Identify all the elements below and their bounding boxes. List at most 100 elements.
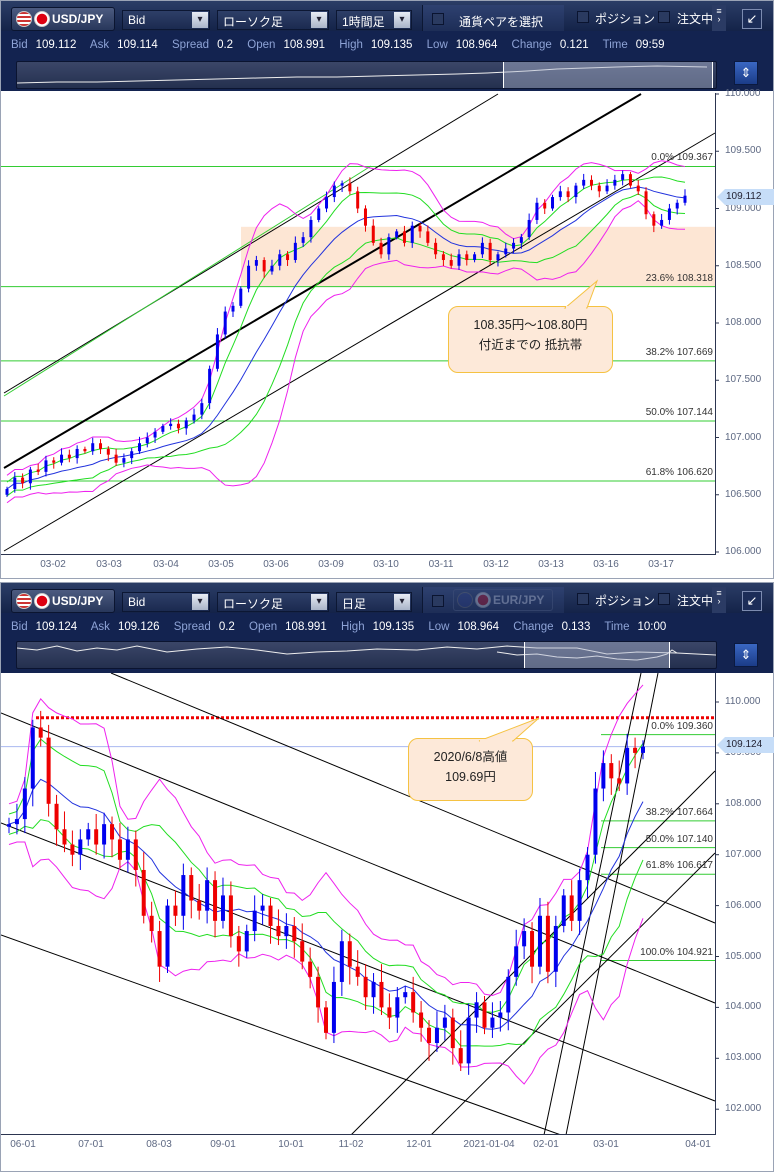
- date-tick-label: 2021-01-04: [463, 1139, 515, 1150]
- candlestick: [387, 233, 391, 260]
- date-tick-label: 08-03: [146, 1139, 172, 1150]
- chart-type-select[interactable]: ローソク足 ▾: [217, 592, 329, 612]
- timeframe-select[interactable]: 日足 ▾: [336, 592, 412, 612]
- candle-body: [228, 895, 233, 937]
- channel-line: [3, 165, 372, 397]
- candlestick: [44, 455, 48, 477]
- candle-body: [28, 469, 32, 484]
- candlestick: [403, 985, 408, 1004]
- candle-body: [223, 311, 227, 335]
- lock-scale-icon[interactable]: ⇕: [734, 61, 758, 85]
- compare-checkbox[interactable]: [432, 595, 444, 607]
- chevron-down-icon: ▾: [192, 12, 208, 28]
- candlestick: [149, 901, 154, 943]
- fib-pct: 50.0%: [645, 833, 677, 845]
- candle-body: [173, 905, 178, 916]
- position-checkbox[interactable]: [577, 11, 589, 23]
- jp-flag-icon: [34, 593, 50, 609]
- candlestick: [293, 236, 297, 263]
- date-tick-label: 10-01: [278, 1139, 304, 1150]
- candle-body: [514, 946, 519, 977]
- currency-pair-button[interactable]: USD/JPY: [11, 589, 115, 613]
- lower-band-1sigma: [8, 819, 644, 1047]
- chevron-down-icon: ▾: [394, 594, 410, 610]
- candlestick: [442, 1004, 447, 1041]
- menu-icon[interactable]: ≡ ›: [712, 5, 726, 31]
- candle-body: [22, 788, 27, 820]
- quote-bar: Bid 109.124 Ask 109.126 Spread 0.2 Open 108.…: [1, 613, 773, 673]
- currency-pair-button[interactable]: USD/JPY: [11, 7, 115, 31]
- change-value: 0.133: [561, 621, 591, 633]
- timeframe-select[interactable]: 1時間足 ▾: [336, 10, 412, 30]
- upper-band-2sigma: [6, 160, 686, 476]
- hourly-chart-panel: USD/JPY Bid ▾ ローソク足 ▾ 1時間足 ▾ 通貨ペアを選択 ポジション …: [0, 0, 774, 579]
- pair-select-label[interactable]: 通貨ペアを選択: [459, 15, 544, 29]
- candle-body: [585, 854, 590, 881]
- quote-bar: Bid 109.112 Ask 109.114 Spread 0.2 Open 108.…: [1, 31, 773, 91]
- candlestick: [54, 794, 59, 846]
- open-label: Open: [249, 621, 278, 633]
- candle-body: [301, 237, 305, 243]
- candle-body: [254, 260, 258, 266]
- lock-scale-icon[interactable]: ⇕: [734, 643, 758, 667]
- orders-label: 注文中: [677, 12, 714, 26]
- date-tick-label: 03-10: [373, 559, 399, 570]
- orders-checkbox[interactable]: [658, 593, 670, 605]
- hourly-candlestick-chart[interactable]: [1, 93, 773, 555]
- candlestick: [78, 829, 83, 870]
- fib-level-label: 23.6% 108.318: [601, 273, 713, 284]
- candlestick: [189, 867, 194, 919]
- candlestick: [208, 365, 212, 410]
- candlestick: [28, 466, 32, 490]
- steep-channel-line: [543, 673, 642, 1135]
- high-value: 109.135: [372, 621, 415, 633]
- compare-pair-button[interactable]: EUR/JPY: [453, 589, 553, 611]
- candle-body: [46, 737, 51, 804]
- ask-label: Ask: [90, 621, 110, 633]
- candlestick: [117, 822, 122, 869]
- candlestick: [197, 883, 202, 920]
- resistance-zone-callout: 108.35円〜108.80円 付近までの 抵抗帯: [448, 306, 613, 373]
- candlestick: [426, 225, 430, 247]
- eu-flag-icon: [457, 592, 473, 608]
- candlestick: [605, 179, 609, 195]
- candle-body: [239, 288, 243, 306]
- collapse-arrow-icon[interactable]: ↙: [742, 9, 762, 29]
- candlestick: [215, 328, 219, 372]
- candle-body: [130, 451, 134, 459]
- price-type-select[interactable]: Bid ▾: [122, 592, 210, 612]
- price-type-select[interactable]: Bid ▾: [122, 10, 210, 30]
- candlestick: [213, 871, 218, 938]
- candlestick: [244, 924, 249, 958]
- range-navigator[interactable]: [16, 61, 717, 89]
- candle-body: [189, 875, 194, 901]
- navigator-selection-handle[interactable]: [503, 62, 713, 88]
- position-checkbox[interactable]: [577, 593, 589, 605]
- candlestick: [228, 881, 233, 948]
- date-tick-label: 03-12: [483, 559, 509, 570]
- candlestick: [553, 915, 558, 988]
- candlestick: [537, 897, 542, 975]
- menu-icon[interactable]: ≡ ›: [712, 587, 726, 613]
- candle-body: [86, 829, 91, 840]
- candlestick: [184, 417, 188, 435]
- compare-pair-area[interactable]: EUR/JPY: [422, 587, 564, 615]
- date-tick-label: 12-01: [406, 1139, 432, 1150]
- candle-body: [205, 880, 210, 911]
- compare-checkbox[interactable]: [432, 13, 444, 25]
- lower-band-1sigma: [6, 193, 686, 497]
- price-tick-label: 108.500: [725, 259, 762, 271]
- candlestick: [169, 418, 173, 430]
- orders-checkbox[interactable]: [658, 11, 670, 23]
- candle-body: [286, 254, 290, 261]
- daily-candlestick-chart[interactable]: [1, 673, 773, 1135]
- candlestick: [223, 306, 227, 339]
- pair-select-area[interactable]: 通貨ペアを選択: [422, 5, 564, 33]
- chart-type-select[interactable]: ローソク足 ▾: [217, 10, 329, 30]
- candlestick: [473, 252, 477, 263]
- navigator-selection-handle[interactable]: [524, 642, 670, 668]
- collapse-arrow-icon[interactable]: ↙: [742, 591, 762, 611]
- candlestick: [173, 890, 178, 926]
- callout-line: 付近までの 抵抗帯: [478, 338, 583, 352]
- range-navigator[interactable]: [16, 641, 717, 669]
